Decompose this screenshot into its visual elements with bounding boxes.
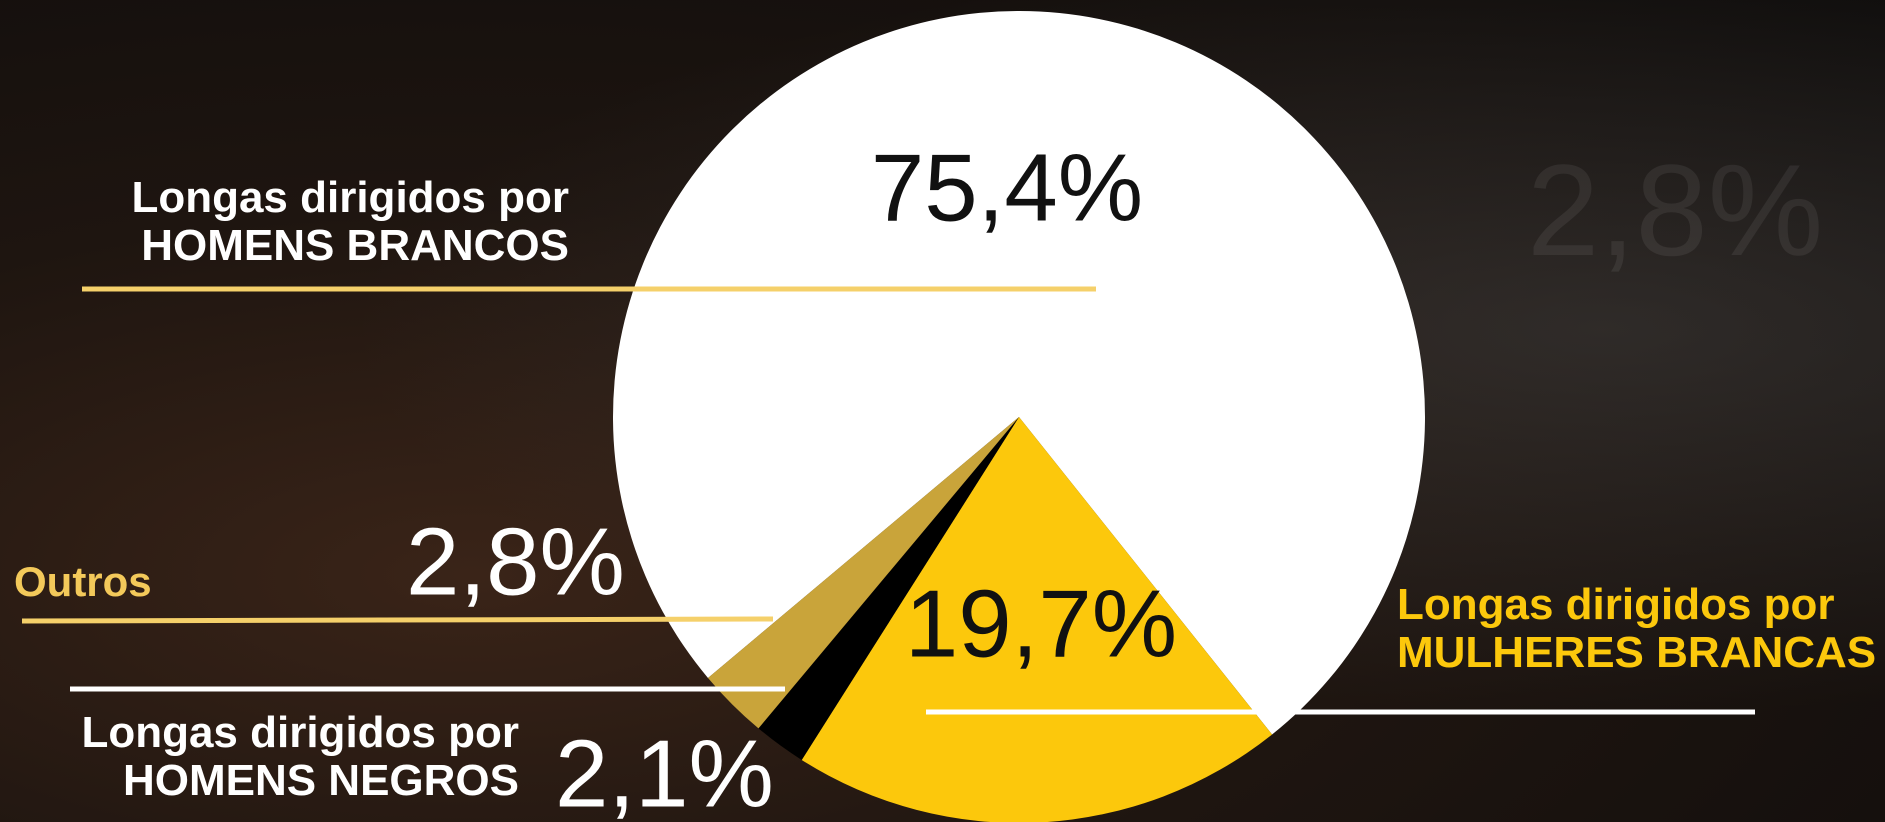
ghost-value-label: 2,8%	[1527, 137, 1823, 283]
legend-label: Longas dirigidos por HOMENS NEGROS	[81, 708, 519, 805]
value-label: 75,4%	[871, 134, 1143, 241]
value-label: 2,1%	[555, 720, 774, 822]
value-label: 2,8%	[406, 508, 625, 615]
pie-slice	[758, 417, 1019, 760]
leader-line	[21, 616, 774, 624]
pie-slice	[613, 10, 1425, 735]
legend-label: Longas dirigidos por MULHERES BRANCAS	[1397, 580, 1877, 677]
legend-label: Longas dirigidos por HOMENS BRANCOS	[131, 173, 569, 270]
legend-label: Outros	[14, 558, 152, 605]
pie-slice	[707, 417, 1019, 729]
pie-slice	[801, 417, 1273, 822]
value-label: 19,7%	[905, 570, 1177, 677]
